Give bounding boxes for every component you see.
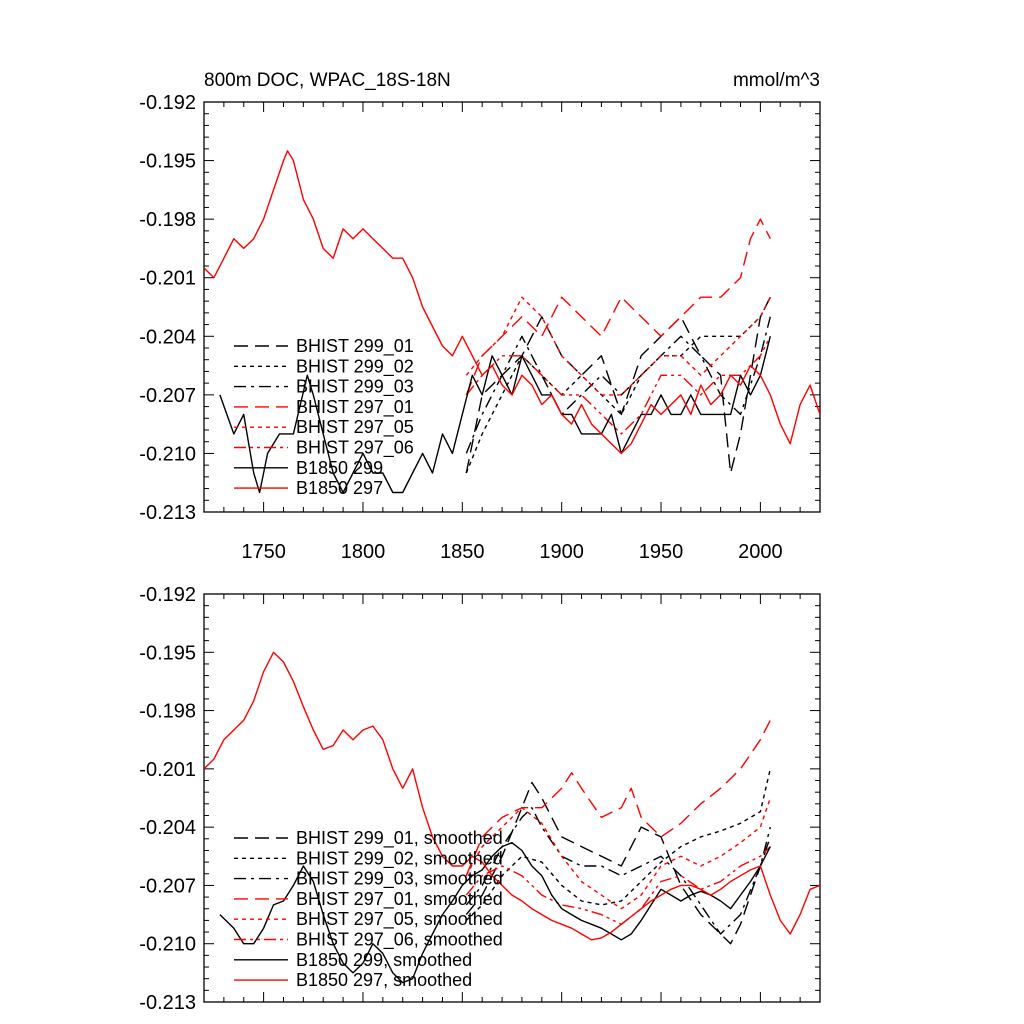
legend-entry-label: B1850 297 [296, 478, 383, 498]
legend-entry-label: BHIST 299_02, smoothed [296, 848, 503, 869]
y-tick-label: -0.213 [139, 992, 196, 1014]
x-tick-label: 1900 [539, 541, 584, 563]
series-line-b1850-299-smoothed [219, 842, 771, 984]
y-tick-label: -0.210 [139, 443, 196, 465]
series-line-bhist-297-05 [465, 296, 771, 396]
legend-entry-label: BHIST 297_06 [296, 438, 414, 459]
y-tick-label: -0.195 [139, 642, 196, 664]
legend-entry-label: BHIST 299_03, smoothed [296, 869, 503, 890]
series-line-b1850-297 [204, 150, 820, 455]
series-line-bhist-299-01-smoothed [465, 781, 771, 945]
series-line-b1850-297-smoothed [204, 651, 820, 941]
legend-entry-label: BHIST 297_01, smoothed [296, 889, 503, 910]
legend-entry-label: BHIST 299_01, smoothed [296, 828, 503, 849]
y-tick-label: -0.204 [139, 817, 196, 839]
legend-entry-label: B1850 297, smoothed [296, 970, 472, 990]
y-tick-label: -0.198 [139, 701, 196, 723]
series-line-bhist-297-01 [465, 218, 771, 396]
series-line-bhist-299-02 [465, 296, 771, 474]
series-group [204, 150, 820, 494]
y-tick-label: -0.195 [139, 151, 196, 173]
y-tick-label: -0.207 [139, 385, 196, 407]
x-tick-label: 2000 [738, 541, 783, 563]
series-line-bhist-297-05-smoothed [465, 797, 771, 910]
legend-entry-label: B1850 299 [296, 458, 383, 478]
chart-units-label: mmol/m^3 [733, 70, 820, 91]
chart-panel-top: 800m DOC, WPAC_18S-18N mmol/m^3 -0.192 -0… [139, 70, 821, 563]
y-tick-label: -0.204 [139, 326, 196, 348]
chart-panel-bottom: -0.192 -0.195 -0.198 -0.201 -0.204 -0.207 -0.2… [139, 584, 821, 1014]
chart-title: 800m DOC, WPAC_18S-18N [204, 70, 451, 91]
legend-entry-label: BHIST 297_05, smoothed [296, 909, 503, 930]
x-tick-label: 1950 [639, 541, 684, 563]
series-line-b1850-299 [219, 336, 771, 494]
y-tick-label: -0.201 [139, 268, 196, 290]
legend-entry-label: BHIST 297_05 [296, 417, 414, 438]
legend-entry-label: BHIST 299_02 [296, 356, 414, 377]
series-group [204, 651, 820, 984]
legend-entry-label: BHIST 297_06, smoothed [296, 930, 503, 951]
x-tick-label: 1850 [440, 541, 485, 563]
y-tick-label: -0.198 [139, 209, 196, 231]
series-line-bhist-299-03 [465, 316, 771, 454]
y-tick-label: -0.207 [139, 875, 196, 897]
series-line-bhist-299-02-smoothed [465, 768, 771, 921]
legend-entry-label: BHIST 299_01 [296, 336, 414, 357]
x-tick-label: 1750 [241, 541, 286, 563]
y-tick-label: -0.192 [139, 584, 196, 606]
x-tick-label: 1800 [341, 541, 386, 563]
y-tick-label: -0.192 [139, 92, 196, 114]
legend-entry-label: BHIST 297_01 [296, 397, 414, 418]
y-tick-label: -0.213 [139, 502, 196, 524]
plot-frame [203, 101, 821, 513]
plot-frame [203, 593, 821, 1003]
series-line-bhist-299-03-smoothed [465, 807, 771, 935]
series-line-bhist-297-01-smoothed [465, 719, 771, 876]
y-tick-label: -0.201 [139, 759, 196, 781]
legend-entry-label: B1850 299, smoothed [296, 950, 472, 970]
legend-entry-label: BHIST 299_03 [296, 377, 414, 398]
y-tick-label: -0.210 [139, 934, 196, 956]
series-line-bhist-299-01 [465, 296, 771, 474]
series-line-bhist-297-06 [465, 335, 771, 435]
